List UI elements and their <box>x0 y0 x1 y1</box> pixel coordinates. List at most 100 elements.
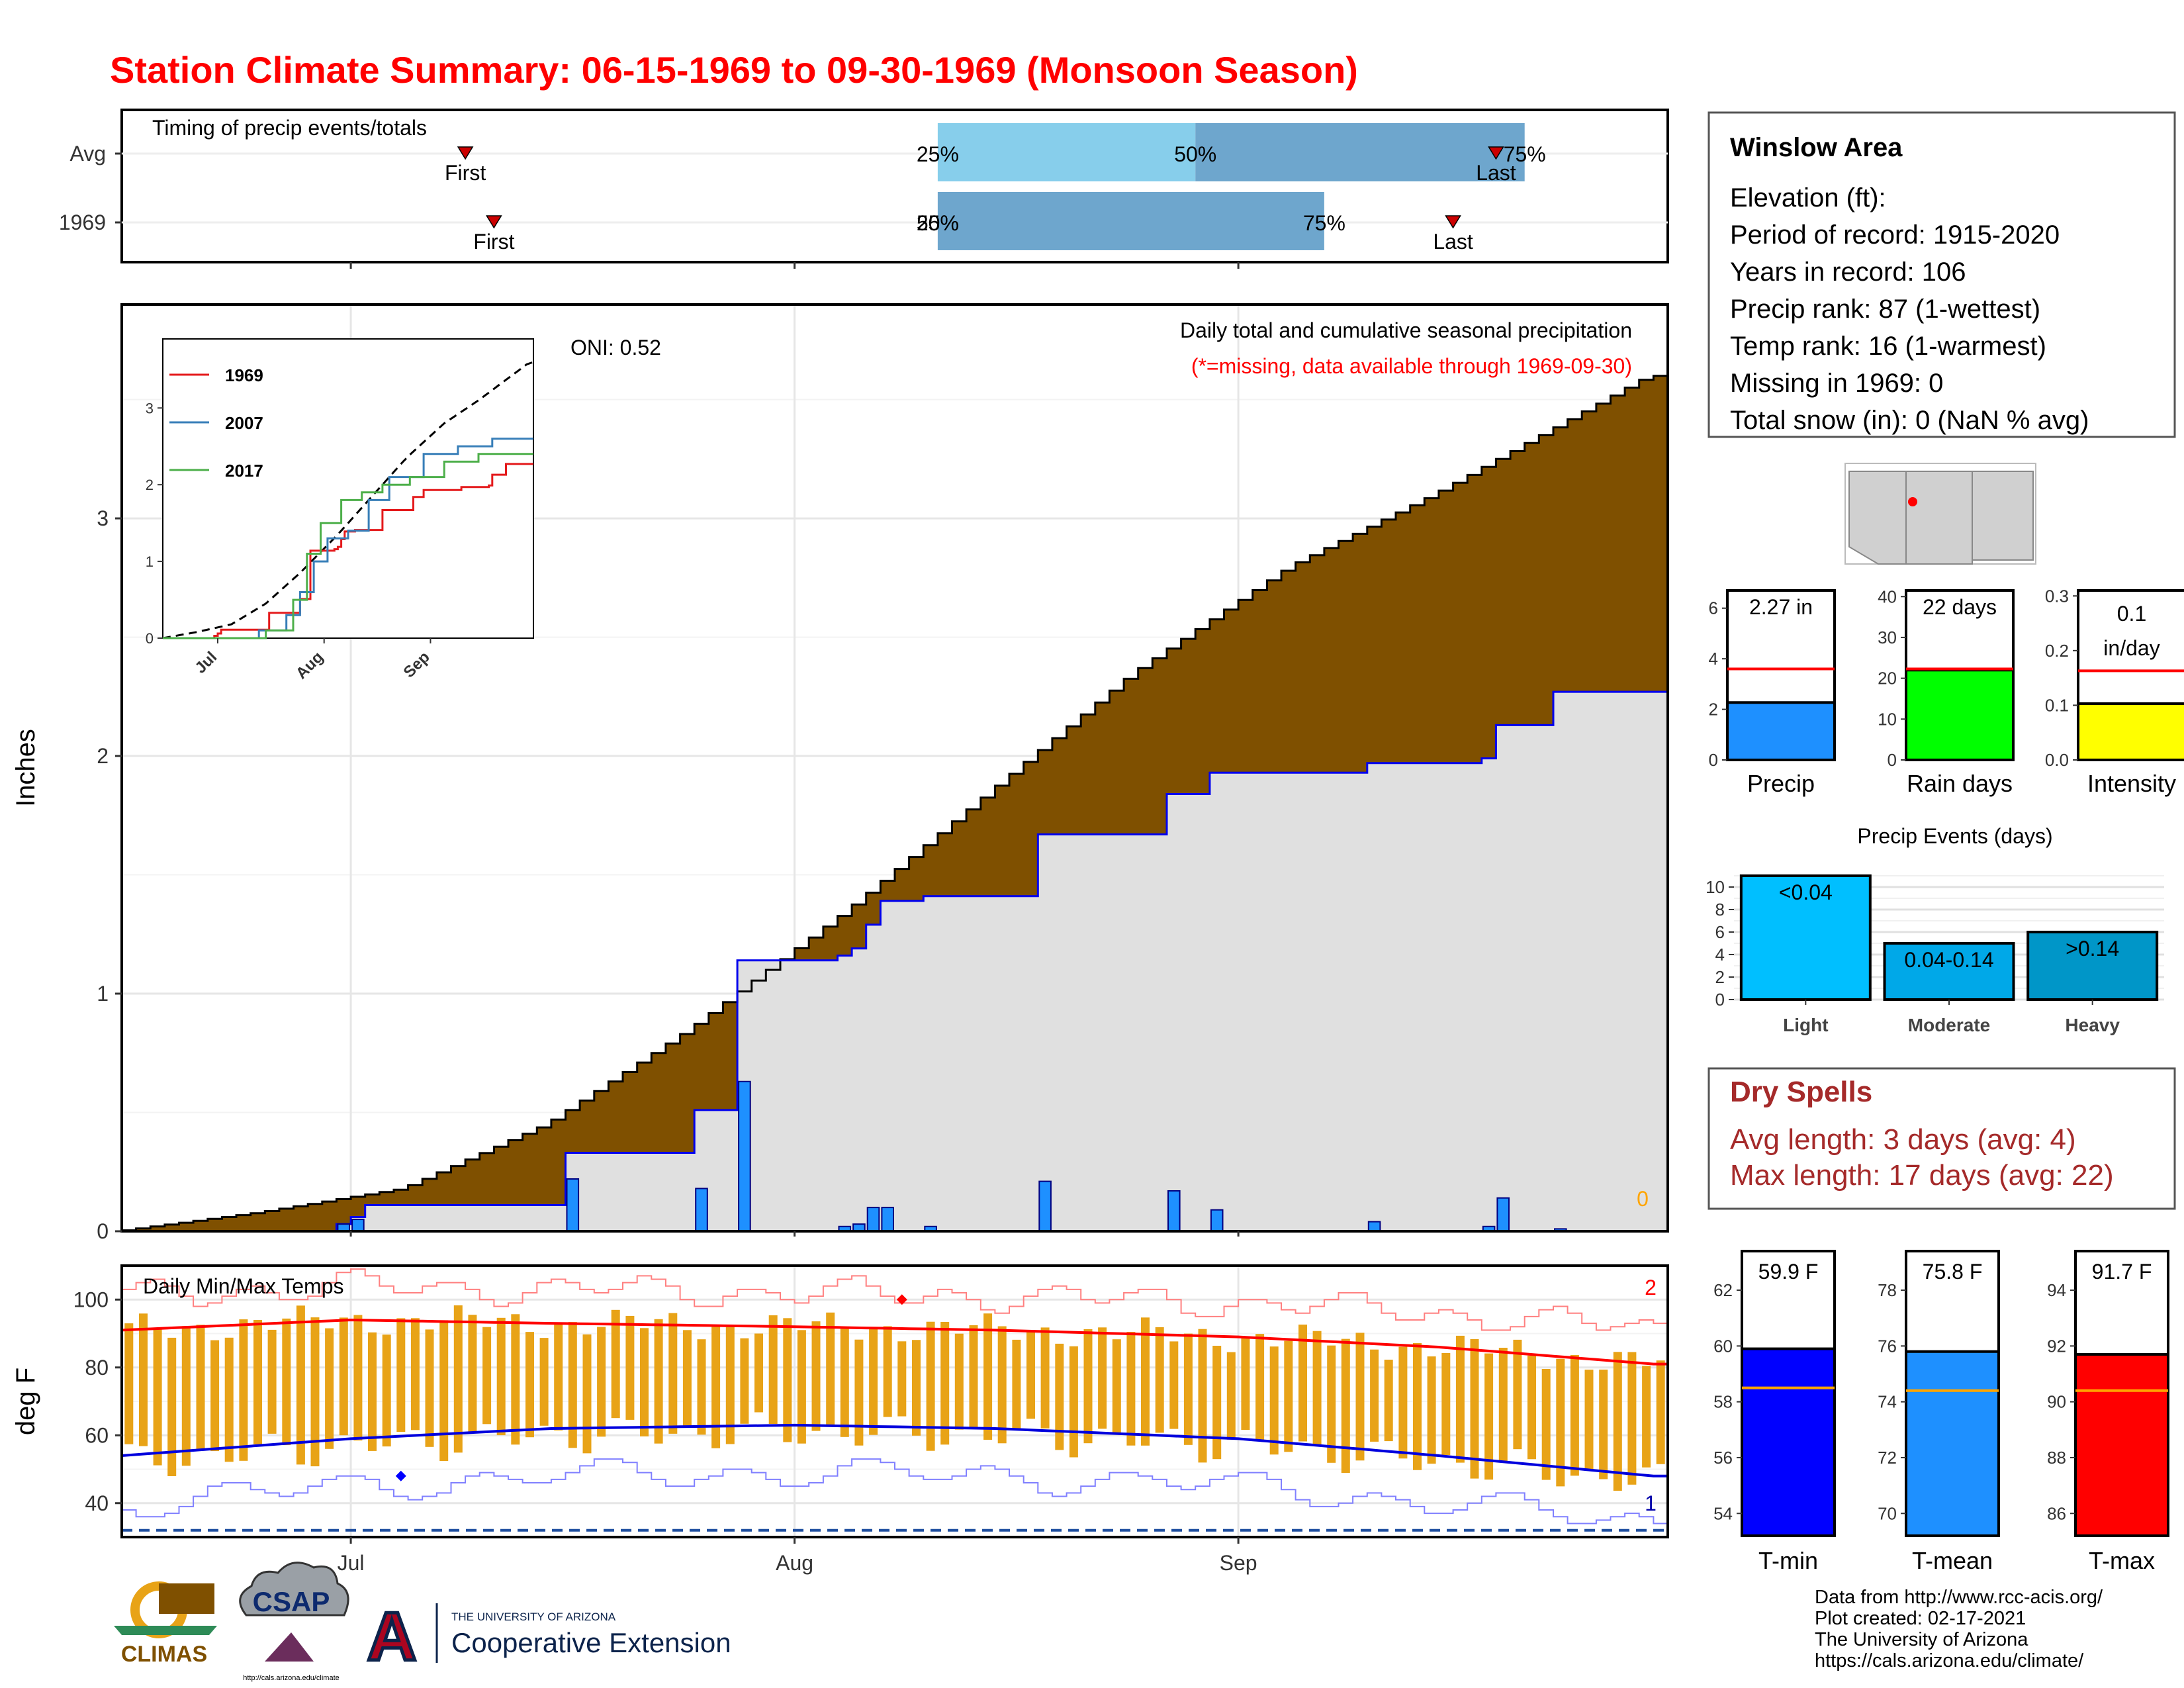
daily-temp-bar <box>697 1339 706 1435</box>
daily-temp-bar <box>668 1313 678 1434</box>
precip-y-tick-label: 1 <box>97 982 109 1006</box>
daily-temp-bar <box>826 1312 835 1427</box>
daily-temp-bar <box>682 1330 692 1426</box>
x-axis-tick-label: Sep <box>1220 1551 1257 1575</box>
daily-precip-bar <box>1496 1197 1510 1232</box>
events-x-tick-label: Moderate <box>1908 1015 1990 1035</box>
credit-university: The University of Arizona <box>1815 1629 2028 1650</box>
daily-temp-bar <box>468 1315 477 1432</box>
mean-max-line <box>121 1318 1668 1366</box>
daily-temp-bar <box>1427 1356 1436 1464</box>
timing-year-last-label: Last <box>1433 230 1473 254</box>
dry-spells-frame <box>1707 1067 2176 1210</box>
temp-y-tick-label: 80 <box>85 1356 109 1380</box>
daily-precip-bar <box>351 1219 365 1232</box>
daily-temp-bar <box>1212 1346 1222 1460</box>
temp-y-ticks: 40 60 80 100 <box>73 1288 122 1515</box>
dry-spells-avg-length: Avg length: 3 days (avg: 4) <box>1730 1123 2076 1156</box>
events-y-tick-label: 0 <box>1715 990 1725 1009</box>
daily-temp-bar <box>296 1305 305 1465</box>
daily-temp-bar <box>1527 1355 1536 1460</box>
tile-y-tick-label: 0.2 <box>2045 641 2069 661</box>
tile-y-tick-label: 10 <box>1878 709 1897 729</box>
tile-y-tick-label: 2 <box>1709 700 1718 720</box>
temp-tile-tmin-name: T-min <box>1758 1547 1818 1574</box>
record-high-line <box>122 1268 1668 1331</box>
precip-y-tick-label: 0 <box>97 1219 109 1243</box>
daily-temp-bar <box>1413 1343 1422 1470</box>
timing-year-first-marker <box>486 215 502 229</box>
daily-temp-bar <box>983 1313 993 1440</box>
temp-tile-tmax-name: T-max <box>2089 1547 2155 1574</box>
inset-frame <box>162 338 534 639</box>
daily-temp-bar <box>539 1338 549 1426</box>
daily-temp-bar <box>1141 1317 1150 1446</box>
daily-temp-bar <box>1484 1353 1494 1480</box>
credit-data-source: Data from http://www.rcc-acis.org/ <box>1815 1587 2103 1608</box>
temp-tile-y-tick-label: 54 <box>1713 1503 1733 1523</box>
daily-temp-bar <box>1355 1333 1365 1461</box>
missing-count: 0 <box>1637 1187 1649 1211</box>
climas-ground-icon <box>114 1626 217 1635</box>
temp-panel-frame <box>120 1264 1669 1538</box>
temp-tile-tmean-bar <box>1905 1350 2000 1537</box>
daily-temp-bar <box>525 1332 534 1438</box>
dry-spells-max-length: Max length: 17 days (avg: 22) <box>1730 1159 2114 1192</box>
temp-tile-y-tick-label: 88 <box>2047 1448 2066 1468</box>
record-low-marker <box>395 1470 406 1481</box>
timing-avg-p25-label: 25% <box>917 142 959 166</box>
daily-temp-bar <box>267 1329 277 1434</box>
inset-1969-line <box>163 463 533 639</box>
temp-tile-y-tick-label: 92 <box>2047 1336 2066 1356</box>
tile-raindays: 22 days 0 10 20 30 40 Rain days <box>1878 586 2015 797</box>
credits: Data from http://www.rcc-acis.org/ Plot … <box>1815 1587 2103 1671</box>
daily-temp-bar <box>353 1315 363 1441</box>
daily-temp-bar <box>1370 1349 1379 1442</box>
station-line-elevation: Elevation (ft): <box>1730 183 1886 212</box>
page-title: Station Climate Summary: 06-15-1969 to 0… <box>110 49 1358 91</box>
credit-url: https://cals.arizona.edu/climate/ <box>1815 1650 2084 1671</box>
tile-y-tick-label: 0.0 <box>2045 750 2069 770</box>
tile-y-tick-label: 0 <box>1888 750 1897 770</box>
tile-y-tick-label: 0.3 <box>2045 586 2069 606</box>
logo-climas: CLIMAS <box>114 1581 217 1667</box>
climas-mesa-icon <box>159 1583 214 1614</box>
daily-temp-bar <box>1169 1341 1179 1429</box>
timing-year-p25-label: 25% <box>917 211 959 235</box>
timing-avg-last-label: Last <box>1476 161 1516 185</box>
observed-cumulative-line <box>122 690 1668 1233</box>
daily-temp-bar <box>439 1320 449 1462</box>
daily-temp-bar <box>611 1309 620 1419</box>
daily-temp-bar <box>368 1332 377 1451</box>
daily-temp-bar <box>740 1338 749 1424</box>
daily-precip-bar <box>881 1207 895 1232</box>
daily-precip-bar <box>866 1207 880 1232</box>
legend-label-2017: 2017 <box>225 461 263 481</box>
record-high-count: 2 <box>1645 1276 1657 1299</box>
observed-cumulative-area <box>122 692 1668 1231</box>
daily-temp-bar <box>1026 1331 1035 1419</box>
timing-row-label-avg: Avg <box>69 142 106 165</box>
daily-temp-bar <box>940 1322 950 1445</box>
timing-panel-label: Timing of precip events/totals <box>152 116 427 140</box>
daily-temp-bar <box>1284 1340 1293 1452</box>
daily-temp-bar <box>124 1323 134 1444</box>
station-name: Winslow Area <box>1730 133 1903 162</box>
events-x-tick-label: Light <box>1783 1015 1828 1035</box>
events-bar-label-moderate: 0.04-0.14 <box>1904 948 1993 972</box>
daily-precip-bar <box>738 1080 751 1233</box>
station-line-precip-rank: Precip rank: 87 (1-wettest) <box>1730 295 2040 324</box>
events-y-tick-label: 8 <box>1715 900 1725 919</box>
tile-intensity-bar <box>2077 702 2184 761</box>
logo-university-of-arizona: A THE UNIVERSITY OF ARIZONA Cooperative … <box>365 1597 731 1677</box>
daily-precip-bar <box>566 1178 580 1232</box>
daily-temp-bar <box>1083 1329 1093 1444</box>
temp-tile-y-tick-label: 78 <box>1878 1280 1897 1300</box>
temp-tile-tmin-bar <box>1741 1347 1836 1538</box>
daily-temp-bar <box>410 1318 420 1430</box>
daily-temp-bar <box>1241 1336 1250 1430</box>
timing-panel: Timing of precip events/totals First Last… <box>59 109 1669 269</box>
record-low-count: 1 <box>1645 1491 1657 1515</box>
daily-precip-bar <box>1367 1221 1381 1232</box>
